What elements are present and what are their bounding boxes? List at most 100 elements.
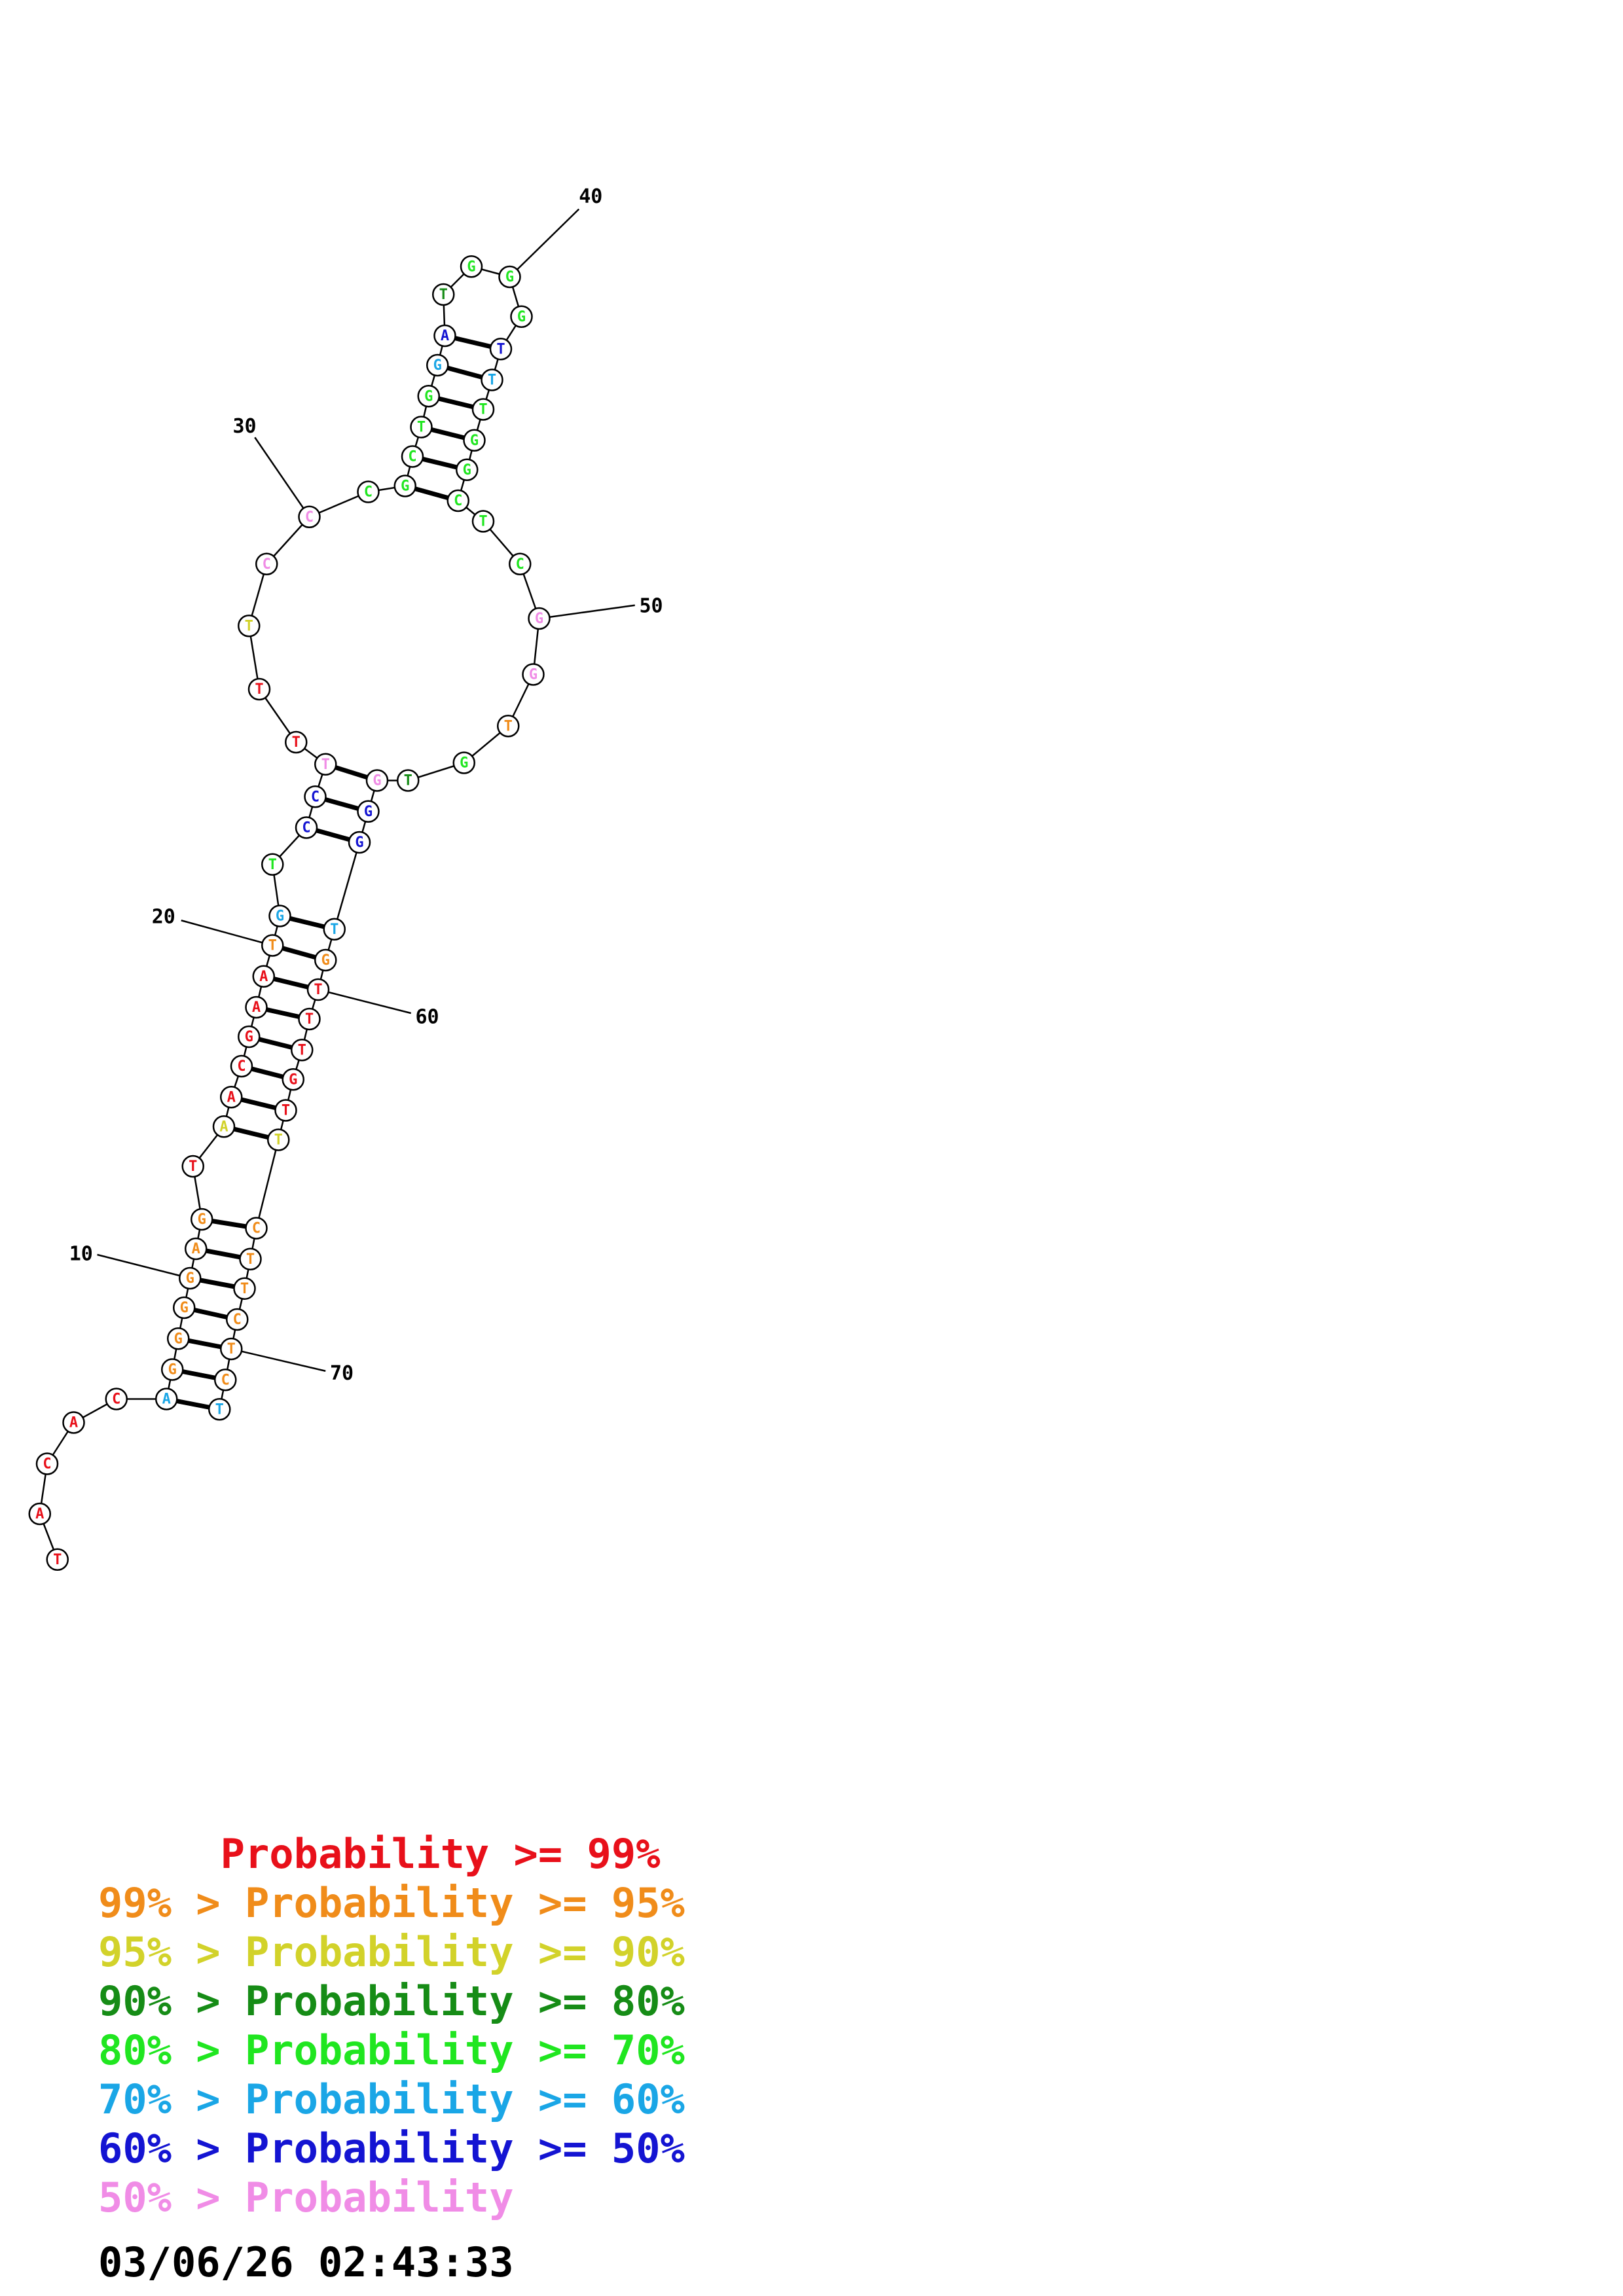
nucleotide: T [267, 1128, 290, 1151]
nucleotide: T [471, 510, 495, 533]
nucleotide: C [105, 1388, 128, 1410]
nucleotide-letter: G [289, 1071, 297, 1088]
nucleotide-circle [456, 458, 479, 481]
nucleotide-circle [433, 324, 456, 348]
nucleotide: G [348, 831, 371, 854]
nucleotide-circle [306, 978, 330, 1001]
nucleotide-circle [268, 905, 291, 927]
nucleotide-letter: C [233, 1312, 242, 1328]
nucleotide-circle [291, 1039, 314, 1062]
nucleotide-letter: T [488, 372, 496, 389]
nucleotide-circle [285, 730, 308, 754]
nucleotide-letter: C [364, 484, 373, 501]
nucleotide-letter: T [496, 341, 505, 357]
nucleotide-circle [245, 1217, 268, 1240]
nucleotide: T [261, 853, 284, 876]
nucleotide: G [498, 265, 521, 289]
timestamp: 03/06/26 02:43:33 [98, 2238, 514, 2286]
nucleotide: T [261, 934, 284, 957]
nucleotide: C [35, 1452, 59, 1475]
position-label: 10 [69, 1243, 93, 1266]
nucleotide: G [417, 385, 440, 408]
position-ticks: 10 20 30 40 50 60 70 [69, 185, 663, 1385]
nucleotide: G [268, 905, 291, 927]
nucleotide: A [185, 1237, 208, 1261]
nucleotide-letter: A [35, 1506, 44, 1522]
nucleotide-letter: T [255, 681, 263, 698]
nucleotide-letter: G [168, 1362, 177, 1378]
nucleotide-letter: G [529, 667, 538, 683]
nucleotide-letter: T [404, 773, 412, 789]
nucleotide-circle [426, 353, 449, 377]
nucleotide: T [497, 715, 520, 738]
legend-row: Probability >= 99% [98, 1830, 661, 1878]
nucleotide-circle [298, 1007, 321, 1031]
nucleotide: A [28, 1502, 51, 1526]
nucleotide-letter: T [439, 287, 448, 303]
nucleotide-circle [509, 552, 532, 575]
nucleotide-circle [35, 1452, 59, 1475]
nucleotide: T [489, 338, 513, 361]
nucleotide: T [471, 398, 495, 421]
nucleotide-circle [417, 385, 440, 408]
nucleotide-circle [463, 429, 486, 452]
nucleotide: G [456, 458, 479, 481]
nucleotide: T [274, 1099, 297, 1122]
nucleotide: C [509, 552, 532, 575]
nucleotide: T [481, 368, 503, 391]
nucleotide-circle [245, 996, 268, 1019]
nucleotide-letter: G [373, 773, 381, 789]
nucleotide-circle [304, 785, 327, 808]
legend-row: 60% > Probability >= 50% [98, 2125, 685, 2172]
nucleotide-letter: A [259, 969, 268, 985]
nucleotide: T [410, 416, 433, 439]
nucleotide-letter: G [321, 952, 330, 969]
nucleotide: C [245, 1217, 268, 1240]
nucleotide-circle [357, 800, 380, 823]
nucleotide-letter: T [268, 938, 277, 954]
nucleotide: G [179, 1266, 202, 1290]
nucleotide-circle [247, 677, 271, 701]
nucleotide: T [46, 1548, 69, 1571]
nucleotide-letter: C [112, 1391, 120, 1408]
tick-line [97, 1253, 191, 1280]
nucleotide-letter: C [408, 449, 416, 465]
nucleotide-circle [238, 615, 261, 637]
position-label: 50 [639, 595, 663, 618]
nucleotide-circle [261, 853, 284, 876]
nucleotide-circle [155, 1388, 178, 1410]
nucleotide: G [282, 1068, 304, 1091]
nucleotide-letter: C [305, 509, 314, 526]
nucleotide-circle [323, 918, 346, 941]
nucleotide: T [323, 918, 346, 941]
nucleotide-letter: A [252, 999, 261, 1016]
nucleotide-circle [528, 607, 551, 630]
nucleotide: G [460, 255, 483, 278]
position-label: 60 [415, 1005, 439, 1028]
nucleotide-circle [471, 398, 495, 421]
nucleotide-circle [161, 1358, 184, 1381]
nucleotide-letter: A [227, 1089, 236, 1105]
nucleotide-letter: T [53, 1552, 62, 1568]
nucleotide-circle [28, 1502, 51, 1526]
nucleotide: C [447, 489, 469, 512]
nucleotide-circle [185, 1237, 208, 1261]
nucleotide-letter: T [292, 734, 301, 751]
nucleotide: G [393, 475, 416, 497]
nucleotide: T [432, 283, 455, 306]
legend-row: 95% > Probability >= 90% [98, 1928, 685, 1976]
nucleotide-letter: G [535, 611, 543, 627]
probability-legend: Probability >= 99% 99% > Probability >= … [98, 1829, 685, 2222]
nucleotide: G [314, 948, 337, 972]
nucleotide: T [220, 1337, 243, 1361]
nucleotide: T [238, 615, 261, 637]
nucleotide-letter: T [504, 718, 513, 734]
nucleotide-circle [314, 753, 337, 776]
nucleotide-letter: T [274, 1132, 283, 1149]
nucleotide-letter: T [282, 1103, 290, 1119]
nucleotide-circle [471, 510, 495, 533]
position-label: 30 [232, 415, 256, 438]
nucleotide: C [230, 1054, 253, 1078]
nucleotide-letter: C [516, 556, 524, 573]
